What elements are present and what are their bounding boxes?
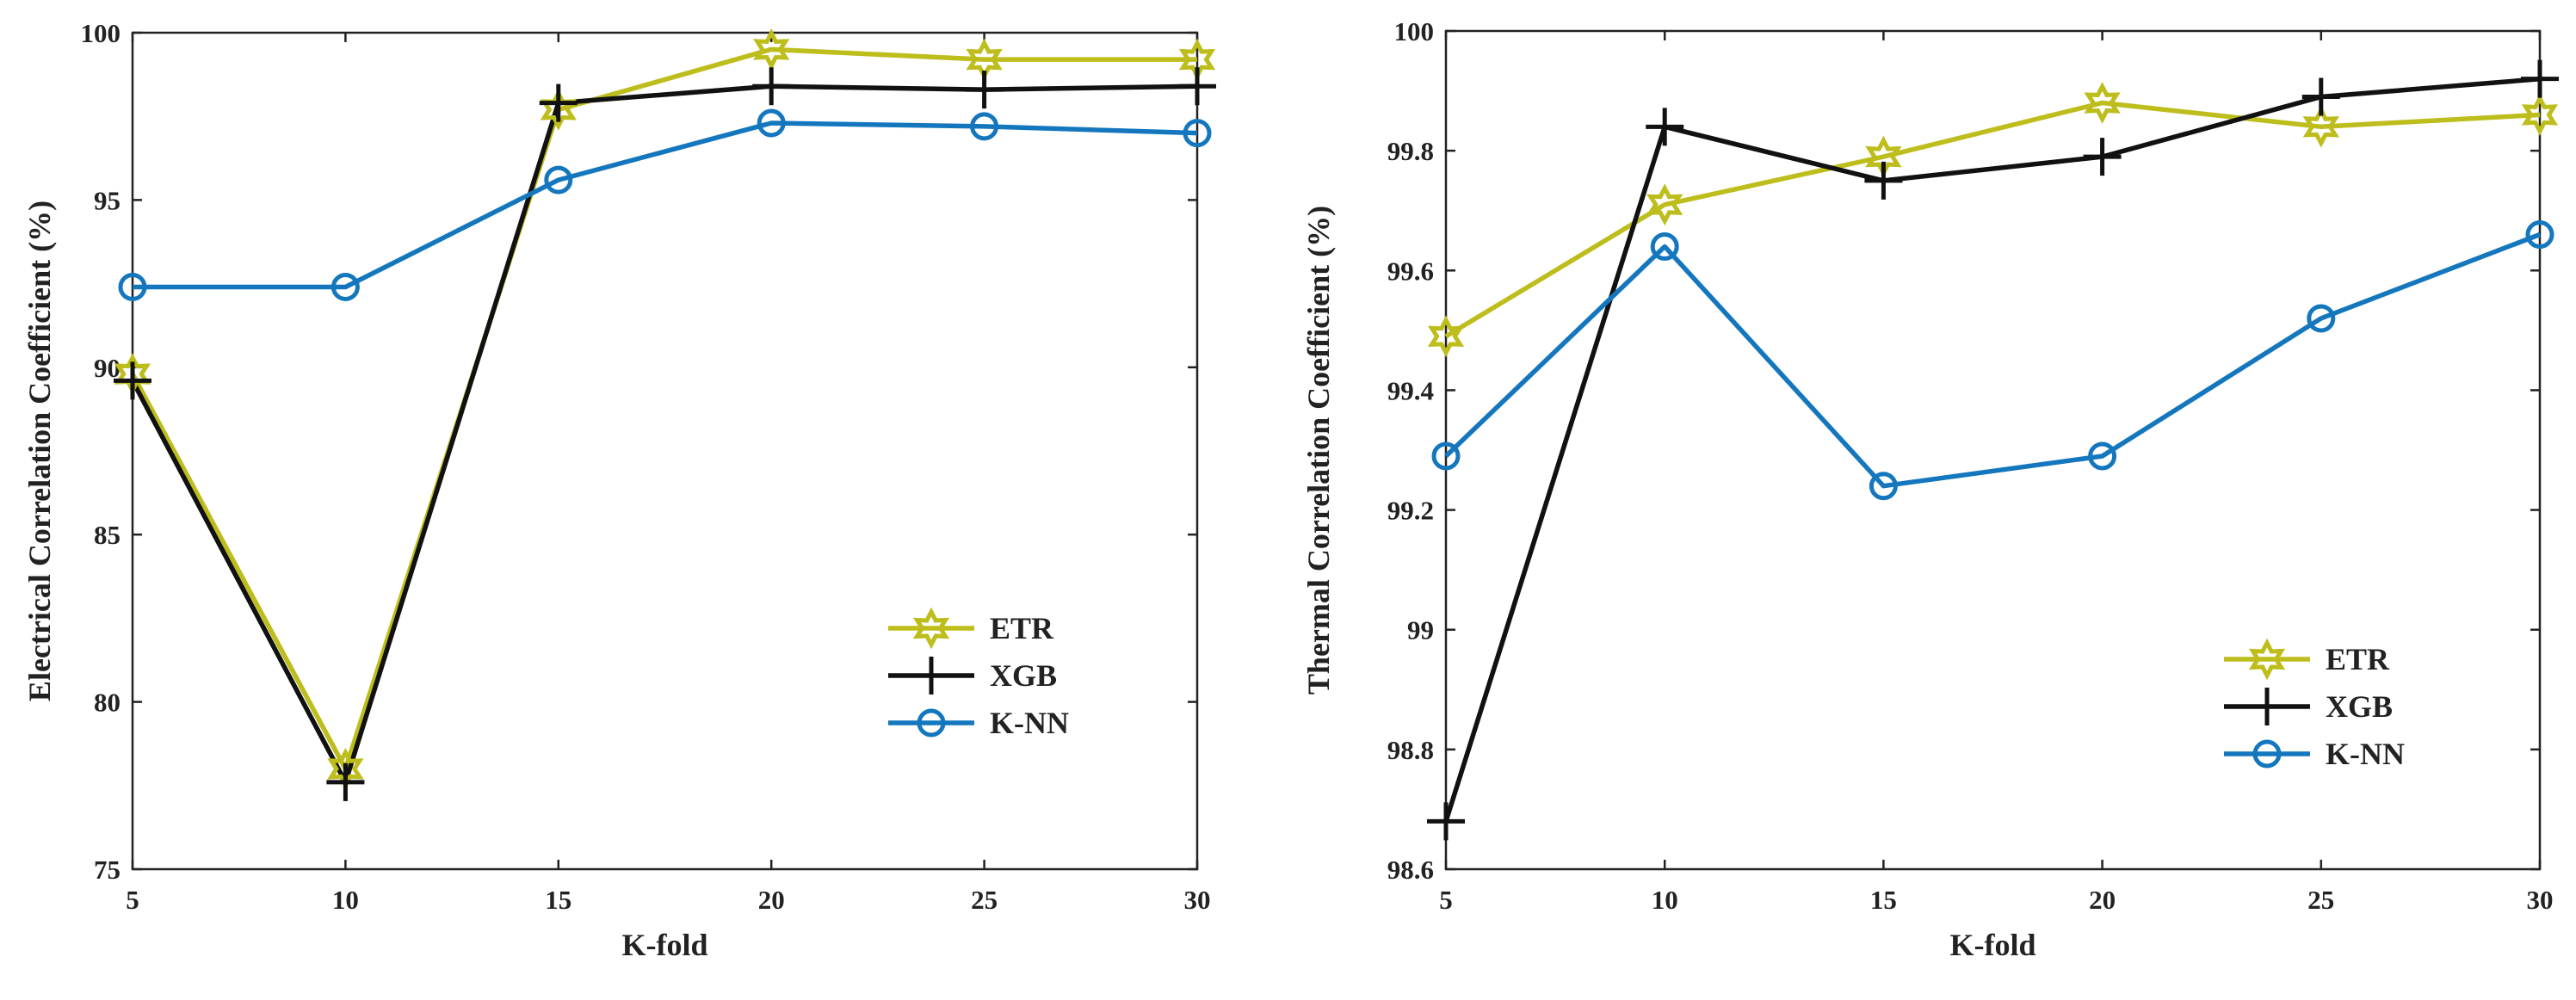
thermal-chart-svg: 5 10 15 20 25 30 98.6 98.8 99 99.2 99.4 99.6 99.8 100… [1301,16,2559,962]
plot-area-frame [131,31,1199,871]
y-axis-label: Electrical Correlation Coefficient (%) [22,201,57,701]
x-tick-label: 30 [2527,885,2554,915]
legend-label-xgb: XGB [2326,689,2393,724]
data-point-k-nn [118,272,147,301]
data-point-etr [753,28,790,71]
data-point-k-nn [757,108,786,138]
legend: ETR XGB K-NN [888,607,1069,740]
y-tick-label: 98.6 [1387,855,1434,885]
data-point-xgb [752,67,791,106]
data-point-xgb [2083,138,2122,176]
y-tick-label: 85 [94,520,120,550]
x-tick-label: 20 [758,885,785,915]
data-point-xgb [965,71,1004,109]
y-tick-label: 98.8 [1387,735,1434,765]
data-point-k-nn [1650,231,1679,261]
legend-marker-etr [912,607,950,650]
data-point-k-nn [2088,441,2117,471]
x-axis-label: K-fold [621,928,707,962]
series-line-etr [1444,100,2541,339]
x-tick-label: 10 [1652,885,1678,915]
data-point-k-nn [330,272,360,301]
y-tick-label: 99 [1407,615,1434,645]
data-point-etr [2521,93,2559,136]
series-line-k-nn [133,120,1198,290]
data-point-k-nn [970,112,999,141]
electrical-correlation-chart: 5 10 15 20 25 30 75 80 85 90 95 100 K-fold Electrical… [0,0,1288,996]
data-point-etr [1427,315,1465,358]
data-point-etr [2302,105,2339,148]
series-line-xgb [1443,76,2541,823]
y-tick-label: 100 [81,18,121,48]
x-tick-label: 5 [1439,885,1453,915]
data-point-etr [1646,183,1683,226]
data-point-xgb [1646,108,1684,146]
data-point-xgb [1427,802,1465,841]
legend-label-etr: ETR [990,611,1054,645]
data-point-xgb [2521,59,2559,98]
data-point-xgb [1178,67,1216,106]
thermal-correlation-chart: 5 10 15 20 25 30 98.6 98.8 99 99.2 99.4 99.6 99.8 100… [1288,0,2576,996]
legend-label-etr: ETR [2326,642,2390,676]
y-tick-label: 99.2 [1387,496,1434,526]
y-axis-label: Thermal Correlation Coefficient (%) [1301,206,1336,694]
data-point-etr [2084,82,2121,124]
data-point-k-nn [2525,220,2554,250]
legend-label-xgb: XGB [990,658,1057,693]
y-tick-label: 100 [1394,16,1435,46]
x-tick-label: 5 [126,885,139,915]
legend-marker-xgb [2248,688,2286,725]
x-tick-label: 30 [1184,885,1211,915]
legend-marker-xgb [912,657,950,694]
y-tick-label: 75 [94,855,120,885]
x-tick-label: 25 [2307,885,2334,915]
data-point-xgb [2301,77,2340,116]
x-tick-label: 20 [2089,885,2116,915]
y-tick-label: 99.8 [1387,136,1434,166]
data-point-xgb [1864,161,1903,200]
data-point-xgb [114,361,151,400]
y-tick-label: 95 [94,185,120,215]
legend-label-k-nn: K-NN [2326,737,2405,771]
data-point-xgb [539,83,578,122]
legend-marker-k-nn [2252,739,2282,769]
data-point-k-nn [544,165,573,194]
data-point-k-nn [1183,119,1212,148]
y-tick-label: 99.6 [1387,256,1434,286]
data-point-k-nn [1869,472,1898,501]
x-axis-label: K-fold [1949,928,2035,962]
series-line-xgb [130,83,1198,785]
y-tick-label: 90 [94,353,120,383]
series-line-etr [130,46,1197,772]
data-point-k-nn [1431,441,1461,471]
x-tick-label: 25 [971,885,998,915]
x-tick-label: 15 [1870,885,1897,915]
legend-marker-etr [2248,638,2286,681]
data-point-k-nn [2307,304,2336,333]
legend: ETR XGB K-NN [2224,638,2405,771]
x-tick-label: 10 [332,885,359,915]
data-point-xgb [326,762,365,801]
series-line-k-nn [1444,231,2541,489]
legend-marker-k-nn [917,708,946,738]
plot-area-frame [1444,29,2542,871]
y-tick-label: 99.4 [1387,375,1434,405]
y-tick-label: 80 [94,688,120,718]
electrical-chart-svg: 5 10 15 20 25 30 75 80 85 90 95 100 K-fold Electrical… [22,18,1216,962]
legend-label-k-nn: K-NN [990,706,1069,740]
x-tick-label: 15 [545,885,571,915]
